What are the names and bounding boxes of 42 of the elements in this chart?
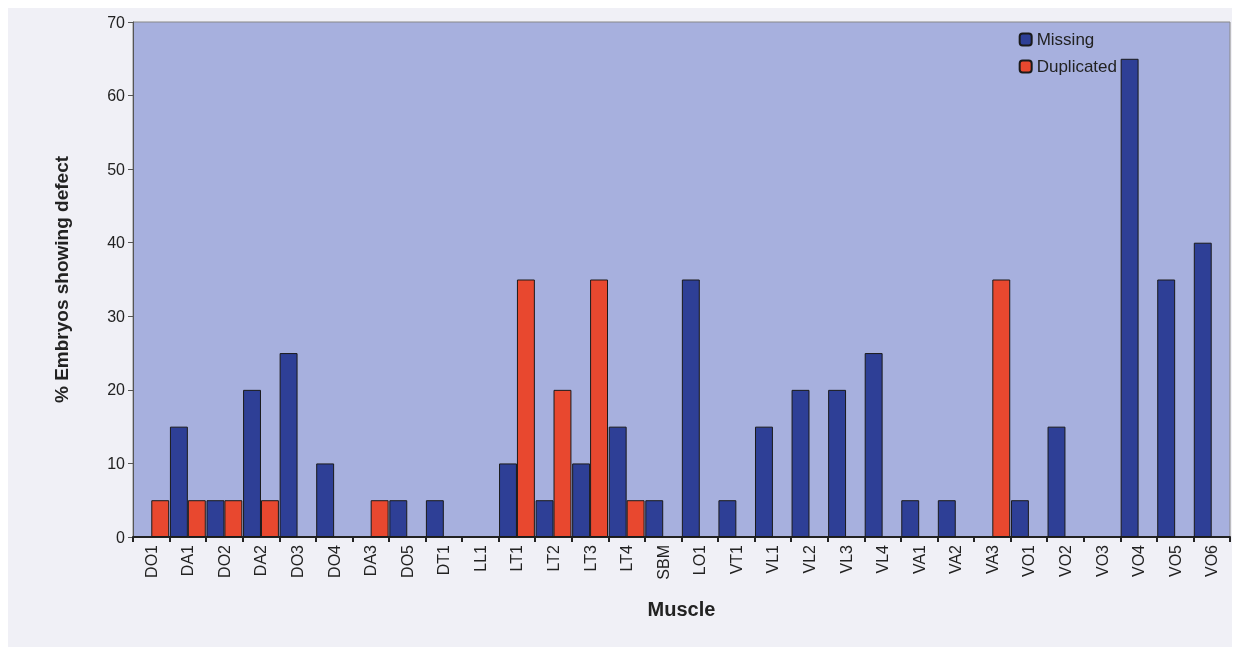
x-tick-label: DO5 [398,544,416,578]
x-tick-label: DO1 [142,544,160,578]
x-tick-label: DO2 [215,544,233,578]
x-tick-label: LT1 [508,544,526,572]
x-tick-label: VT1 [727,544,745,575]
x-tick-label: DA3 [362,544,380,577]
x-tick-label: DT1 [435,544,453,576]
x-tick-label: VO3 [1093,544,1111,578]
x-tick-label: DO3 [289,544,307,578]
x-tick-label: VL2 [800,544,818,574]
x-tick-label: LL1 [471,544,489,572]
y-tick-label: 20 [107,381,126,399]
x-tick-label: VO2 [1056,544,1074,578]
x-tick-label: DO4 [325,544,343,578]
x-tick-label: VL4 [874,544,892,574]
x-tick-label: DA2 [252,544,270,577]
y-tick-label: 60 [107,87,126,105]
x-tick-label: VO6 [1203,544,1221,578]
x-tick-label: VA3 [983,544,1001,575]
x-axis-title: Muscle [647,598,716,620]
legend-label: Duplicated [1036,57,1117,76]
y-tick-label: 40 [107,234,126,252]
legend-label: Missing [1036,30,1095,49]
y-tick-label: 10 [107,454,126,472]
x-tick-label: VO4 [1130,544,1148,578]
x-tick-label: VA1 [910,544,928,575]
x-tick-label: VO5 [1166,544,1184,578]
x-tick-label: SBM [654,545,672,580]
y-tick-label: 30 [107,307,126,325]
x-tick-label: VL3 [837,544,855,574]
y-tick-label: 0 [116,528,126,546]
y-tick-label: 70 [107,13,126,31]
x-tick-label: DA1 [179,544,197,577]
x-tick-label: LO1 [691,544,709,576]
x-tick-label: VA2 [947,544,965,575]
y-axis-title: % Embryos showing defect [51,155,72,404]
x-tick-label: LT4 [618,544,636,572]
y-tick-label: 50 [107,160,126,178]
x-tick-label: LT2 [545,544,563,572]
x-tick-label: LT3 [581,544,599,572]
x-tick-label: VL1 [764,544,782,574]
x-tick-label: VO1 [1020,544,1038,578]
